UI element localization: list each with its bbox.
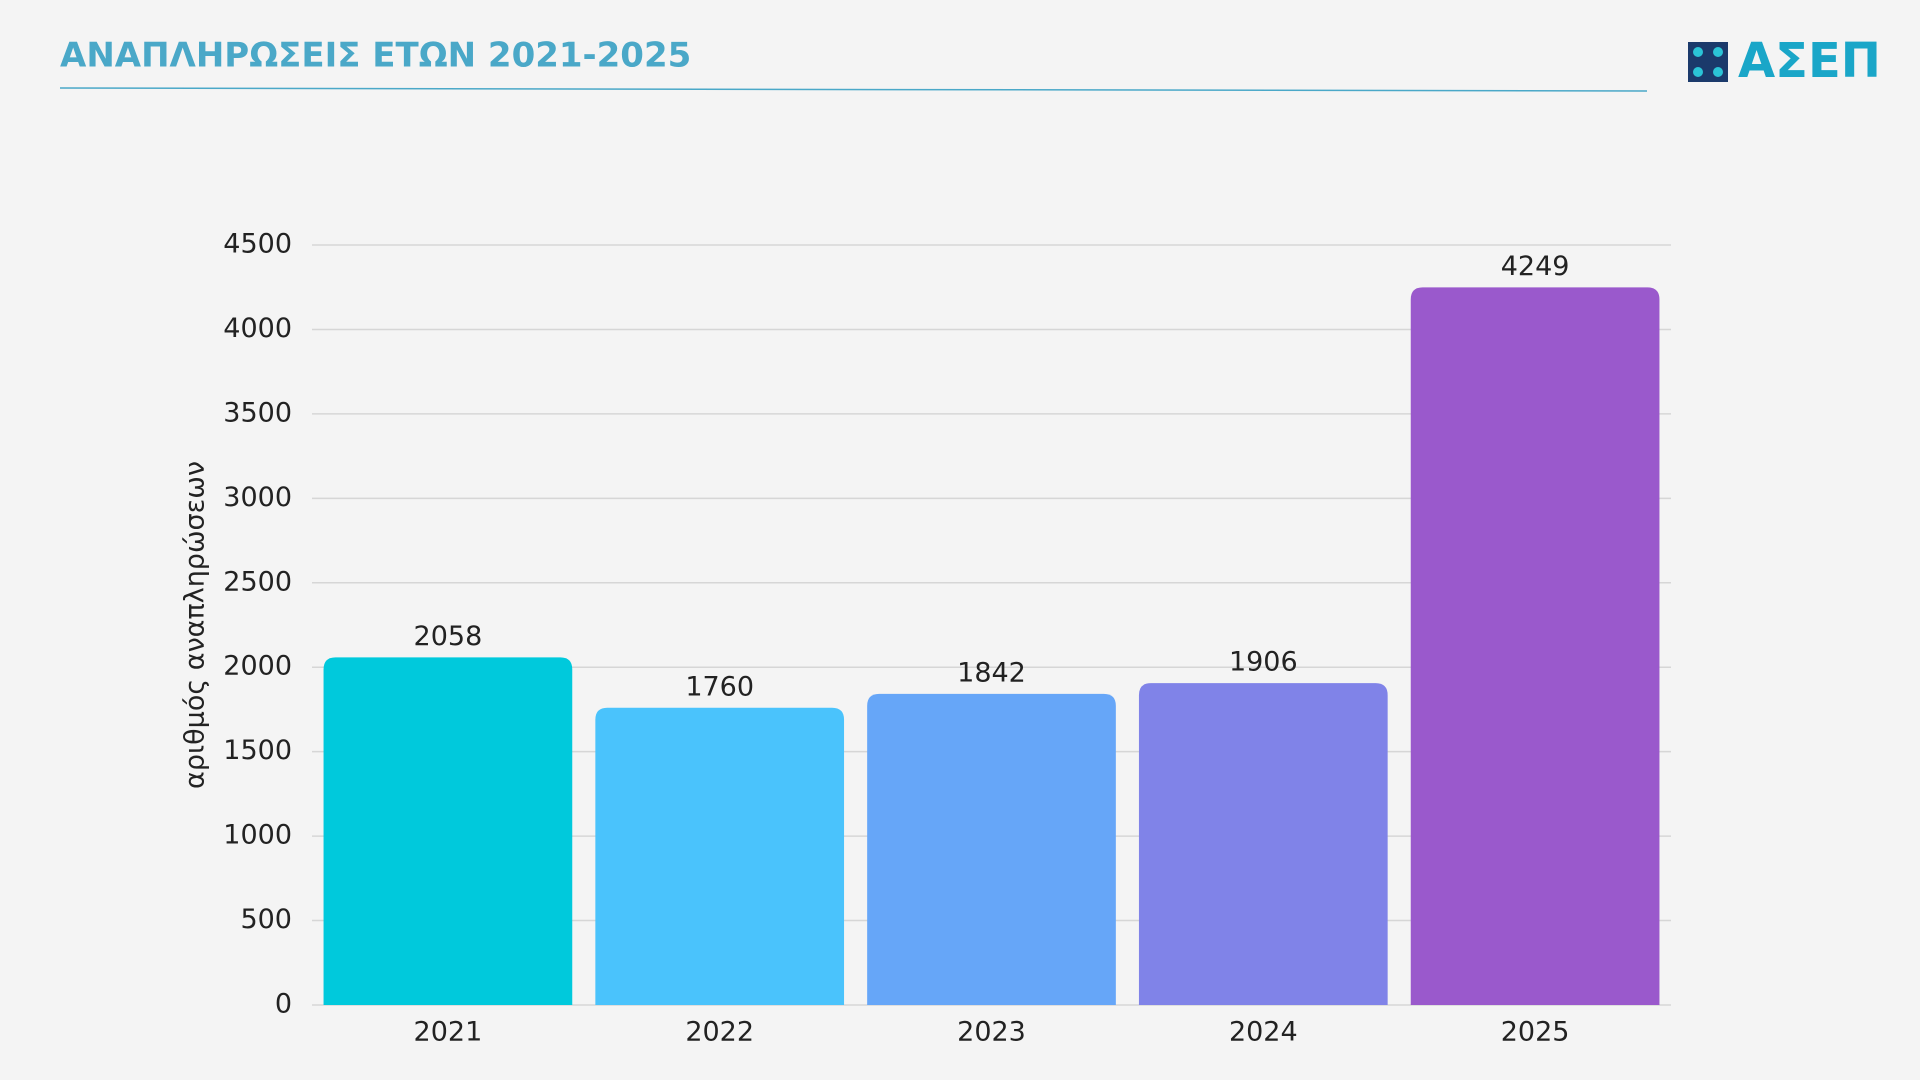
y-tick-label: 3000 <box>223 482 292 513</box>
y-tick-label: 1000 <box>223 820 292 851</box>
bar <box>1410 287 1660 1005</box>
bar <box>595 707 845 1005</box>
logo-icon <box>1688 42 1728 82</box>
logo-text: ΑΣΕΠ <box>1738 33 1881 89</box>
y-tick-label: 3500 <box>223 397 292 428</box>
title-rule <box>59 87 1648 92</box>
data-label: 2058 <box>414 621 483 652</box>
data-label: 4249 <box>1501 251 1570 282</box>
x-tick-label: 2023 <box>957 1017 1026 1048</box>
x-tick-label: 2021 <box>414 1017 483 1048</box>
x-tick-label: 2025 <box>1501 1017 1570 1048</box>
bar <box>867 693 1116 1005</box>
y-tick-label: 1500 <box>223 735 292 766</box>
bar <box>323 657 573 1005</box>
y-tick-label: 2000 <box>223 651 292 682</box>
y-tick-label: 2500 <box>223 566 292 597</box>
bar <box>1138 683 1388 1005</box>
chart-title: ΑΝΑΠΛΗΡΩΣΕΙΣ ΕΤΩΝ 2021-2025 <box>60 36 691 76</box>
y-tick-label: 4500 <box>223 229 292 260</box>
y-axis-label: αριθμός αναπληρώσεων <box>180 461 211 789</box>
y-tick-label: 4000 <box>223 313 292 344</box>
data-label: 1842 <box>957 657 1026 688</box>
data-label: 1760 <box>685 671 754 702</box>
y-tick-label: 0 <box>275 989 292 1020</box>
y-tick-label: 500 <box>240 904 292 935</box>
data-label: 1906 <box>1229 647 1298 678</box>
x-tick-label: 2022 <box>685 1017 754 1048</box>
x-tick-label: 2024 <box>1229 1017 1298 1048</box>
